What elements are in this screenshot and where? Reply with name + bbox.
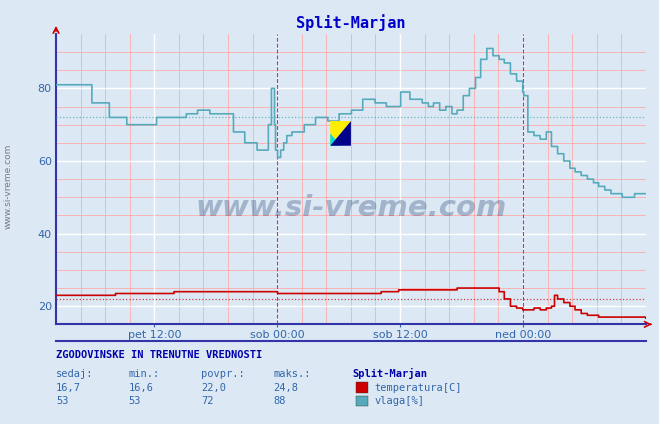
Text: temperatura[C]: temperatura[C] bbox=[374, 383, 462, 393]
Text: 53: 53 bbox=[56, 396, 69, 406]
Text: 24,8: 24,8 bbox=[273, 383, 299, 393]
Text: vlaga[%]: vlaga[%] bbox=[374, 396, 424, 406]
Text: 16,6: 16,6 bbox=[129, 383, 154, 393]
Text: sedaj:: sedaj: bbox=[56, 369, 94, 379]
Polygon shape bbox=[330, 134, 341, 146]
Text: 16,7: 16,7 bbox=[56, 383, 81, 393]
Title: Split-Marjan: Split-Marjan bbox=[296, 14, 406, 31]
Text: min.:: min.: bbox=[129, 369, 159, 379]
Text: 22,0: 22,0 bbox=[201, 383, 226, 393]
Text: maks.:: maks.: bbox=[273, 369, 311, 379]
Text: www.si-vreme.com: www.si-vreme.com bbox=[3, 144, 13, 229]
Polygon shape bbox=[330, 121, 351, 146]
Text: ZGODOVINSKE IN TRENUTNE VREDNOSTI: ZGODOVINSKE IN TRENUTNE VREDNOSTI bbox=[56, 350, 262, 360]
Text: 88: 88 bbox=[273, 396, 286, 406]
Text: povpr.:: povpr.: bbox=[201, 369, 244, 379]
Text: 72: 72 bbox=[201, 396, 214, 406]
Polygon shape bbox=[330, 121, 351, 146]
Text: Split-Marjan: Split-Marjan bbox=[353, 368, 428, 379]
Text: 53: 53 bbox=[129, 396, 141, 406]
Text: www.si-vreme.com: www.si-vreme.com bbox=[195, 194, 507, 222]
